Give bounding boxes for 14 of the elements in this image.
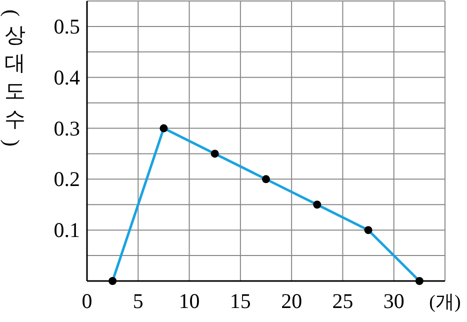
x-tick-label: 25 — [332, 289, 354, 313]
y-tick-label: 0.5 — [54, 14, 80, 38]
x-tick-label: 15 — [230, 289, 251, 313]
ylabel: (상대도수) — [0, 10, 26, 146]
x-axis-title: (개) — [429, 292, 461, 313]
y-tick-label: 0.1 — [54, 218, 80, 242]
x-tick-label: 5 — [132, 289, 144, 313]
y-tick-label: 0.2 — [54, 167, 80, 192]
x-tick-label: 10 — [178, 289, 200, 313]
x-tick-label: 0 — [82, 289, 92, 313]
x-tick-label: 30 — [383, 289, 404, 313]
y-tick-label: 0.4 — [54, 65, 80, 90]
y-tick-label: 0.3 — [54, 116, 80, 140]
x-tick-label: 20 — [281, 289, 302, 313]
